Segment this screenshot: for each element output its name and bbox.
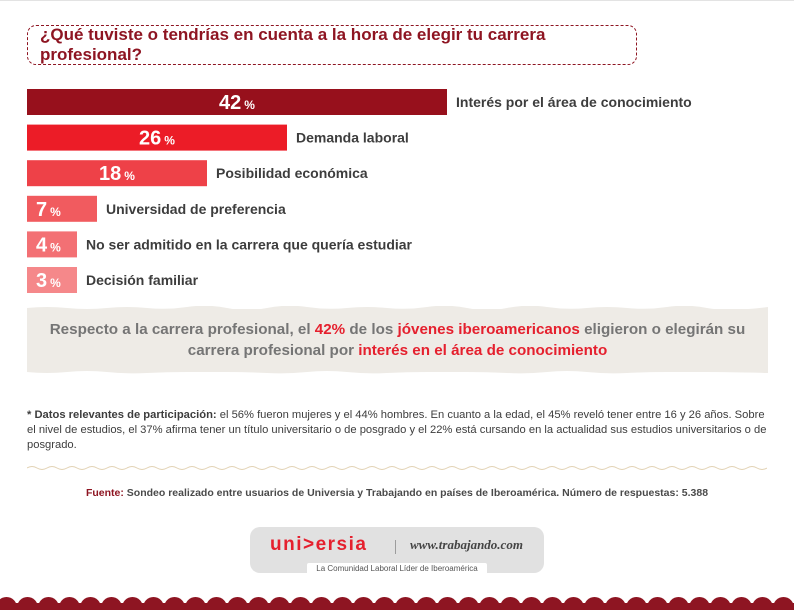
category-label-6: Decisión familiar bbox=[86, 272, 199, 288]
scallop bbox=[584, 597, 605, 610]
wavy-divider bbox=[27, 466, 767, 470]
scallop bbox=[773, 597, 794, 610]
top-divider bbox=[0, 0, 794, 1]
scallop bbox=[521, 597, 542, 610]
scallop bbox=[563, 597, 584, 610]
scalloped-footer-border bbox=[0, 597, 794, 610]
scallop bbox=[479, 597, 500, 610]
scallop bbox=[206, 597, 227, 610]
scallop bbox=[269, 597, 290, 610]
category-label-2: Demanda laboral bbox=[296, 130, 409, 146]
scallop bbox=[395, 597, 416, 610]
scallop bbox=[164, 597, 185, 610]
source-line: Fuente: Sondeo realizado entre usuarios … bbox=[0, 487, 794, 499]
wavy-line bbox=[27, 466, 767, 470]
bar-1 bbox=[27, 89, 447, 115]
bar-4 bbox=[27, 195, 97, 222]
scallop bbox=[626, 597, 647, 610]
callout-highlight-reason: interés en el área de conocimiento bbox=[358, 342, 608, 359]
scallop bbox=[689, 597, 710, 610]
category-label-3: Posibilidad económica bbox=[216, 165, 368, 181]
category-label-1: Interés por el área de conocimiento bbox=[456, 94, 692, 110]
scallop bbox=[143, 597, 164, 610]
bar-value-label-5: 4% bbox=[36, 234, 61, 256]
source-text: Sondeo realizado entre usuarios de Unive… bbox=[123, 487, 709, 499]
scallop bbox=[17, 597, 38, 610]
scallop bbox=[605, 597, 626, 610]
callout-text-2: de los bbox=[345, 321, 398, 338]
highlight-callout: Respecto a la carrera profesional, el 42… bbox=[27, 306, 768, 374]
question-title: ¿Qué tuviste o tendrías en cuenta a la h… bbox=[40, 25, 546, 64]
bar-3 bbox=[27, 160, 207, 187]
scallop bbox=[332, 597, 353, 610]
bar-6 bbox=[27, 267, 77, 293]
scallop bbox=[458, 597, 479, 610]
scallop bbox=[647, 597, 668, 610]
scallop bbox=[353, 597, 374, 610]
scallop bbox=[227, 597, 248, 610]
bar-value-label-2: 26% bbox=[139, 128, 175, 150]
scallop bbox=[290, 597, 311, 610]
scallop bbox=[710, 597, 731, 610]
notes-text: el 56% fueron mujeres y el 44% hombres. … bbox=[27, 409, 767, 451]
callout-highlight-audience: jóvenes iberoamericanos bbox=[397, 321, 580, 338]
scallop bbox=[80, 597, 101, 610]
source-lead: Fuente: bbox=[85, 487, 124, 499]
universia-logo: uni>ersia bbox=[270, 534, 368, 555]
scallop bbox=[731, 597, 752, 610]
callout-highlight-percent: 42% bbox=[314, 321, 346, 338]
notes-lead: * Datos relevantes de participación: bbox=[27, 409, 217, 421]
bar-value-label-4: 7% bbox=[36, 199, 61, 221]
callout-text-1: Respecto a la carrera profesional, el bbox=[49, 321, 315, 338]
scallop bbox=[185, 597, 206, 610]
bar-chart: 42% Interés por el área de conocimiento 26… bbox=[27, 89, 692, 293]
callout-bottom-edge bbox=[27, 370, 768, 374]
footer-tagline: La Comunidad Laboral Líder de Iberoaméri… bbox=[307, 563, 487, 575]
category-label-4: Universidad de preferencia bbox=[106, 201, 286, 217]
logo-separator bbox=[395, 540, 396, 554]
bar-5 bbox=[27, 231, 77, 258]
scallop bbox=[101, 597, 122, 610]
scallop bbox=[311, 597, 332, 610]
bar-2 bbox=[27, 124, 287, 151]
scallop bbox=[59, 597, 80, 610]
scallop bbox=[752, 597, 773, 610]
question-title-box: ¿Qué tuviste o tendrías en cuenta a la h… bbox=[27, 25, 637, 65]
scallop bbox=[374, 597, 395, 610]
scallop bbox=[542, 597, 563, 610]
scallop bbox=[437, 597, 458, 610]
scallop bbox=[668, 597, 689, 610]
footer-logos: uni>ersia www.trabajando.com La Comunida… bbox=[250, 527, 544, 575]
callout-top-edge bbox=[27, 306, 768, 310]
scallop bbox=[416, 597, 437, 610]
scallop bbox=[500, 597, 521, 610]
bar-value-label-6: 3% bbox=[36, 270, 61, 292]
scallop bbox=[122, 597, 143, 610]
scallop bbox=[38, 597, 59, 610]
bar-value-label-1: 42% bbox=[219, 92, 255, 114]
bar-value-label-3: 18% bbox=[99, 163, 135, 185]
scallop bbox=[248, 597, 269, 610]
scallop bbox=[0, 597, 17, 610]
callout-text-3: eligieron o elegirán su carrera profesio… bbox=[187, 321, 746, 359]
participation-notes: * Datos relevantes de participación: el … bbox=[27, 408, 772, 453]
trabajando-logo: www.trabajando.com bbox=[410, 537, 523, 552]
category-label-5: No ser admitido en la carrera que quería… bbox=[86, 236, 413, 252]
